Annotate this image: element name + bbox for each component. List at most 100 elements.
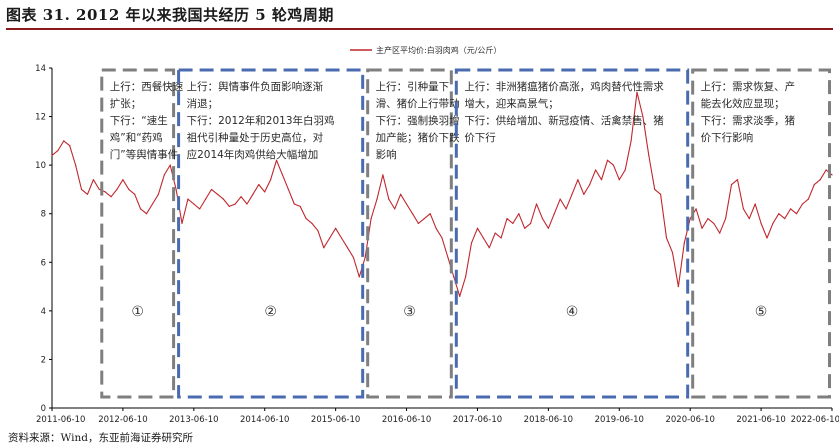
data-point bbox=[606, 159, 609, 161]
data-point bbox=[654, 188, 656, 191]
data-point bbox=[695, 208, 697, 210]
x-tick-label: 2012-06-10 bbox=[98, 415, 147, 425]
cycle-5-note-line: 能去化效应显现； bbox=[701, 97, 785, 110]
cycle-4-number: ④ bbox=[566, 304, 579, 320]
cycle-1-note-line: 上行：西餐快速 bbox=[110, 80, 184, 93]
cycle-box-2 bbox=[177, 68, 365, 399]
data-point bbox=[405, 203, 408, 205]
data-point bbox=[660, 193, 662, 195]
data-point bbox=[506, 217, 508, 220]
data-point bbox=[228, 205, 230, 208]
data-point bbox=[701, 227, 703, 229]
data-point bbox=[524, 227, 526, 229]
cycle-box-5 bbox=[691, 68, 831, 399]
data-point bbox=[275, 159, 278, 161]
data-point bbox=[595, 169, 597, 171]
data-point bbox=[612, 164, 614, 166]
x-tick-label: 2016-06-10 bbox=[382, 415, 431, 425]
data-point bbox=[145, 213, 148, 215]
data-point bbox=[134, 193, 136, 195]
data-point bbox=[317, 230, 319, 232]
data-point bbox=[92, 179, 94, 181]
data-point bbox=[488, 247, 490, 249]
data-point bbox=[630, 140, 632, 142]
data-point bbox=[75, 164, 77, 166]
data-point bbox=[358, 276, 360, 278]
data-point bbox=[553, 213, 555, 215]
data-point bbox=[210, 188, 213, 191]
data-point bbox=[518, 213, 520, 215]
data-point bbox=[346, 247, 349, 249]
y-tick-label: 0 bbox=[41, 404, 46, 414]
data-point bbox=[465, 276, 467, 278]
data-point bbox=[116, 188, 118, 191]
data-point bbox=[801, 203, 804, 205]
data-point bbox=[707, 217, 709, 220]
data-point bbox=[335, 227, 337, 229]
x-tick-label: 2022-06-10 bbox=[791, 415, 839, 425]
data-point bbox=[719, 232, 721, 234]
data-point bbox=[240, 196, 242, 198]
data-point bbox=[128, 188, 130, 191]
y-tick-label: 6 bbox=[41, 258, 46, 268]
data-point bbox=[199, 208, 201, 210]
data-point bbox=[69, 145, 71, 147]
data-point bbox=[163, 174, 165, 176]
data-point bbox=[400, 193, 402, 195]
data-point bbox=[565, 208, 567, 210]
data-point bbox=[754, 203, 756, 205]
data-point bbox=[736, 179, 739, 181]
data-point bbox=[784, 217, 786, 220]
data-point bbox=[252, 193, 254, 195]
data-point bbox=[98, 188, 100, 191]
data-point bbox=[583, 193, 585, 195]
data-point bbox=[429, 213, 431, 215]
x-tick-label: 2015-06-10 bbox=[311, 415, 360, 425]
data-point bbox=[760, 222, 762, 225]
data-point bbox=[323, 247, 325, 249]
data-point bbox=[340, 237, 343, 239]
y-tick-label: 8 bbox=[41, 210, 46, 220]
data-point bbox=[636, 91, 638, 93]
x-tick-label: 2020-06-10 bbox=[665, 415, 714, 425]
data-point bbox=[423, 217, 425, 220]
data-point bbox=[122, 179, 124, 181]
data-point bbox=[222, 198, 224, 200]
y-tick-label: 12 bbox=[35, 113, 46, 123]
x-tick-label: 2011-06-10 bbox=[36, 415, 85, 425]
x-tick-label: 2017-06-10 bbox=[453, 415, 502, 425]
cycle-3-number: ③ bbox=[403, 304, 416, 320]
data-point bbox=[205, 198, 207, 200]
cycle-3-note-line: 加产能；猪价下跌 bbox=[376, 131, 460, 144]
cycle-box-3 bbox=[366, 68, 453, 399]
data-point bbox=[86, 193, 89, 195]
data-point bbox=[541, 217, 544, 220]
cycle-4-note-line: 增大，迎来高景气； bbox=[464, 97, 559, 110]
data-point bbox=[494, 232, 496, 234]
data-point bbox=[618, 179, 620, 181]
data-point bbox=[364, 256, 366, 259]
data-point bbox=[482, 237, 484, 239]
data-point bbox=[110, 196, 112, 198]
cycle-3-note-line: 下行：强制换羽增 bbox=[376, 114, 460, 127]
cycle-2-note-line: 上行：舆情事件负面影响逐渐 bbox=[187, 80, 324, 93]
cycle-1-note-line: 门”等舆情事件 bbox=[110, 148, 178, 161]
data-point bbox=[140, 208, 142, 210]
data-point bbox=[713, 222, 715, 225]
data-point bbox=[642, 115, 644, 118]
cycle-5-note-line: 价下行影响 bbox=[701, 131, 754, 144]
data-point bbox=[329, 237, 331, 239]
data-point bbox=[246, 203, 248, 205]
data-point bbox=[476, 227, 479, 229]
data-point bbox=[689, 217, 691, 220]
data-point bbox=[748, 217, 750, 220]
data-point bbox=[216, 193, 219, 195]
cycle-2-note-line: 祖代引种量处于历史高位，对 bbox=[187, 131, 324, 144]
cycle-5-note-line: 下行：需求淡季，猪 bbox=[701, 114, 796, 127]
data-point bbox=[677, 285, 679, 288]
data-point bbox=[293, 203, 295, 205]
data-point bbox=[388, 198, 390, 200]
data-point bbox=[187, 198, 189, 200]
data-point bbox=[287, 188, 289, 191]
data-point bbox=[648, 154, 650, 157]
